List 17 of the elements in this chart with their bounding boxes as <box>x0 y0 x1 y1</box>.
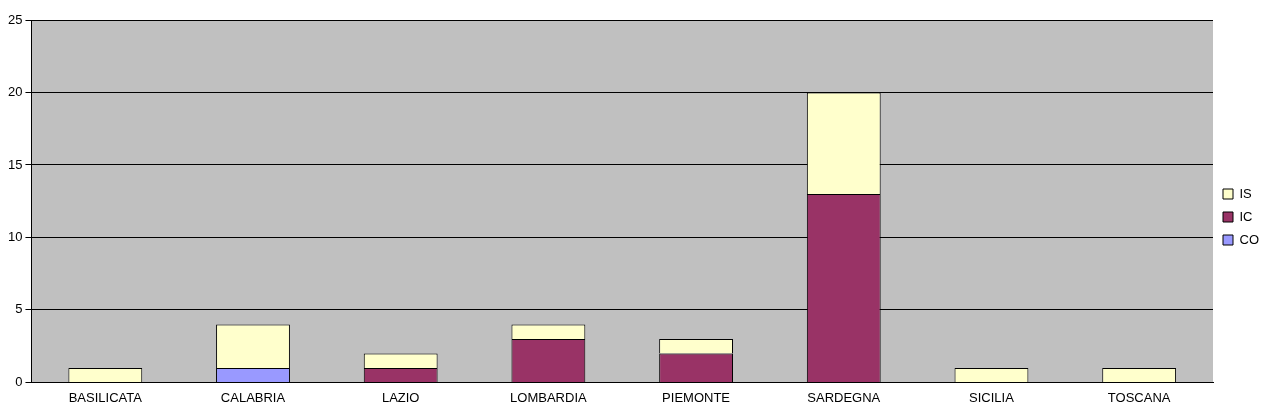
x-tick-label: CALABRIA <box>220 389 286 405</box>
y-tick-label: 25 <box>7 11 23 27</box>
legend-label: IC <box>1239 208 1253 224</box>
x-tick-label: PIEMONTE <box>662 389 731 405</box>
y-tick-label: 5 <box>15 301 23 317</box>
x-tick-label: BASILICATA <box>68 389 143 405</box>
y-tick-label: 0 <box>15 373 23 389</box>
x-tick-label: SICILIA <box>969 389 1015 405</box>
x-tick-label: TOSCANA <box>1107 389 1171 405</box>
y-tick-label: 15 <box>7 156 23 172</box>
legend-label: CO <box>1239 231 1259 247</box>
x-tick-label: LOMBARDIA <box>510 389 587 405</box>
legend-label: IS <box>1239 185 1253 201</box>
y-tick-label: 20 <box>7 84 23 100</box>
x-tick-label: LAZIO <box>381 389 420 405</box>
x-tick-label: SARDEGNA <box>807 389 881 405</box>
y-tick-label: 10 <box>7 229 23 245</box>
